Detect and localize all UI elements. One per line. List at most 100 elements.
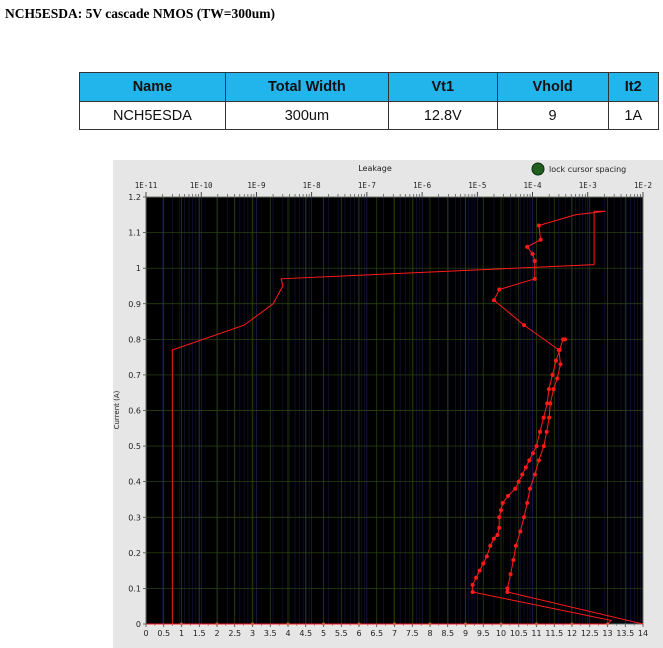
x-tick-label: 3.5	[264, 629, 277, 638]
x-tick-label: 7.5	[406, 629, 419, 638]
page-title: NCH5ESDA: 5V cascade NMOS (TW=300um)	[5, 6, 275, 21]
top-tick-label: 1E-10	[190, 181, 213, 190]
y-axis-label: Current (A)	[113, 390, 121, 429]
iv-point	[520, 472, 525, 477]
x-tick-label: 3	[250, 629, 255, 638]
leakage-point	[536, 458, 541, 463]
top-tick-label: 1E-7	[358, 181, 376, 190]
x-tick-label: 1.5	[193, 629, 206, 638]
iv-point	[541, 415, 546, 420]
leakage-point	[505, 586, 510, 591]
top-axis-label: Leakage	[358, 164, 392, 173]
x-tick-label: 12.5	[581, 629, 599, 638]
x-tick-label: 12	[567, 629, 577, 638]
top-tick-label: 1E-2	[634, 181, 652, 190]
baseline-point	[179, 622, 184, 626]
iv-point	[550, 372, 555, 377]
spec-header-row: Name Total Width Vt1 Vhold It2	[79, 72, 659, 102]
lock-cursor-label: lock cursor spacing	[549, 165, 626, 174]
leakage-point	[536, 223, 541, 228]
iv-point	[491, 536, 496, 541]
x-tick-label: 6.5	[370, 629, 383, 638]
x-tick-label: 2	[214, 629, 219, 638]
leakage-point	[513, 543, 518, 548]
leakage-point	[508, 572, 513, 577]
leakage-point	[548, 401, 553, 406]
iv-point	[534, 444, 539, 449]
top-tick-label: 1E-4	[524, 181, 543, 190]
leakage-point	[547, 415, 552, 420]
spec-data-row: NCH5ESDA 300um 12.8V 9 1A	[79, 101, 659, 130]
leakage-point	[528, 486, 533, 491]
iv-point	[497, 525, 502, 530]
top-tick-label: 1E-5	[468, 181, 486, 190]
header-it2: It2	[607, 72, 659, 102]
baseline-point	[286, 622, 290, 626]
y-tick-label: 1.1	[128, 229, 141, 238]
x-tick-label: 10.5	[510, 629, 528, 638]
header-vhold: Vhold	[496, 72, 609, 102]
leakage-point	[525, 244, 530, 249]
leakage-point	[541, 444, 546, 449]
lock-cursor-indicator-icon[interactable]	[531, 162, 545, 176]
leakage-point	[555, 376, 560, 381]
baseline-point	[357, 622, 361, 626]
x-tick-label: 14	[638, 629, 648, 638]
leakage-point	[505, 589, 510, 594]
y-tick-label: 1.2	[128, 193, 141, 202]
iv-point	[499, 508, 503, 513]
iv-point	[500, 501, 505, 506]
x-tick-label: 11.5	[545, 629, 563, 638]
y-tick-label: 0	[136, 620, 141, 629]
baseline-point	[428, 622, 432, 626]
leakage-point	[522, 515, 527, 520]
x-tick-label: 7	[392, 629, 397, 638]
top-tick-label: 1E-3	[579, 181, 597, 190]
top-tick-label: 1E-9	[247, 181, 265, 190]
iv-point	[516, 479, 521, 484]
x-tick-label: 5.5	[335, 629, 348, 638]
baseline-point	[534, 622, 539, 626]
iv-point	[481, 561, 486, 566]
y-tick-label: 0.3	[128, 513, 141, 522]
iv-point	[474, 575, 479, 580]
cell-it2: 1A	[607, 101, 659, 130]
leakage-point	[511, 557, 516, 562]
y-tick-label: 0.9	[128, 300, 141, 309]
x-tick-label: 4.5	[299, 629, 312, 638]
x-tick-label: 5	[321, 629, 326, 638]
y-tick-label: 0.8	[128, 335, 141, 344]
iv-point	[477, 568, 482, 573]
iv-point	[470, 582, 475, 587]
y-tick-label: 0.5	[128, 442, 141, 451]
top-tick-label: 1E-8	[303, 181, 322, 190]
y-tick-label: 0.6	[128, 407, 141, 416]
baseline-point	[250, 622, 255, 626]
spec-table: Name Total Width Vt1 Vhold It2 NCH5ESDA …	[79, 72, 659, 130]
iv-point	[497, 515, 502, 520]
x-tick-label: 8	[427, 629, 432, 638]
iv-point	[557, 348, 562, 353]
leakage-point	[518, 529, 523, 534]
x-tick-label: 2.5	[228, 629, 241, 638]
baseline-point	[570, 622, 574, 626]
baseline-point	[392, 622, 397, 626]
header-vt1: Vt1	[387, 72, 498, 102]
x-tick-label: 9.5	[477, 629, 490, 638]
iv-point	[554, 358, 559, 363]
y-tick-label: 0.4	[128, 478, 141, 487]
iv-point	[523, 465, 528, 470]
x-tick-label: 0	[143, 629, 148, 638]
header-name: Name	[79, 72, 226, 102]
x-tick-label: 4	[285, 629, 290, 638]
baseline-point	[215, 622, 219, 626]
cell-vhold: 9	[496, 101, 609, 130]
iv-point	[484, 554, 489, 559]
cell-name: NCH5ESDA	[79, 101, 226, 130]
top-tick-label: 1E-11	[135, 181, 158, 190]
iv-point	[506, 493, 511, 498]
leakage-point	[532, 276, 537, 281]
leakage-point	[544, 429, 549, 434]
x-tick-label: 0.5	[157, 629, 170, 638]
cell-total-width: 300um	[224, 101, 389, 130]
